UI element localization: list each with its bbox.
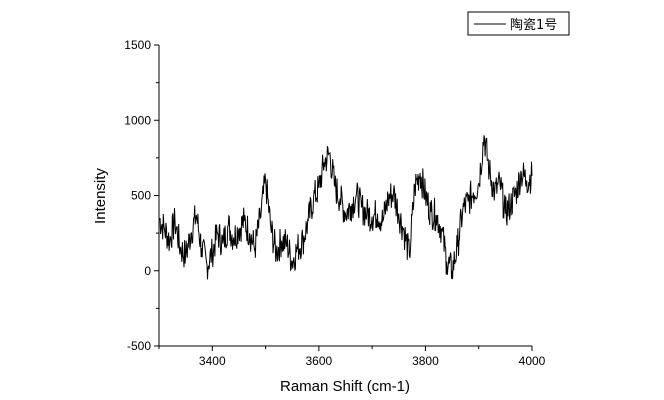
legend-label: 陶瓷1号 bbox=[510, 17, 557, 33]
x-tick-label: 3600 bbox=[306, 354, 333, 368]
x-tick-label: 3400 bbox=[199, 354, 226, 368]
y-tick-label: -500 bbox=[127, 339, 151, 353]
x-tick-label: 4000 bbox=[519, 354, 546, 368]
legend-box bbox=[467, 11, 570, 36]
y-axis-title: Intensity bbox=[92, 168, 109, 224]
series-line bbox=[158, 135, 533, 280]
y-tick-label: 1500 bbox=[124, 38, 151, 52]
x-axis-title: Raman Shift (cm-1) bbox=[280, 378, 410, 395]
legend: 陶瓷1号 bbox=[467, 11, 570, 36]
y-tick-label: 0 bbox=[144, 264, 151, 278]
y-axis-ticks: -500 0 500 1000 1500 bbox=[124, 38, 159, 353]
x-axis-ticks: 3400 3600 3800 4000 bbox=[158, 346, 546, 368]
y-tick-label: 500 bbox=[131, 189, 151, 203]
x-tick-label: 3800 bbox=[412, 354, 439, 368]
y-tick-label: 1000 bbox=[124, 113, 151, 127]
